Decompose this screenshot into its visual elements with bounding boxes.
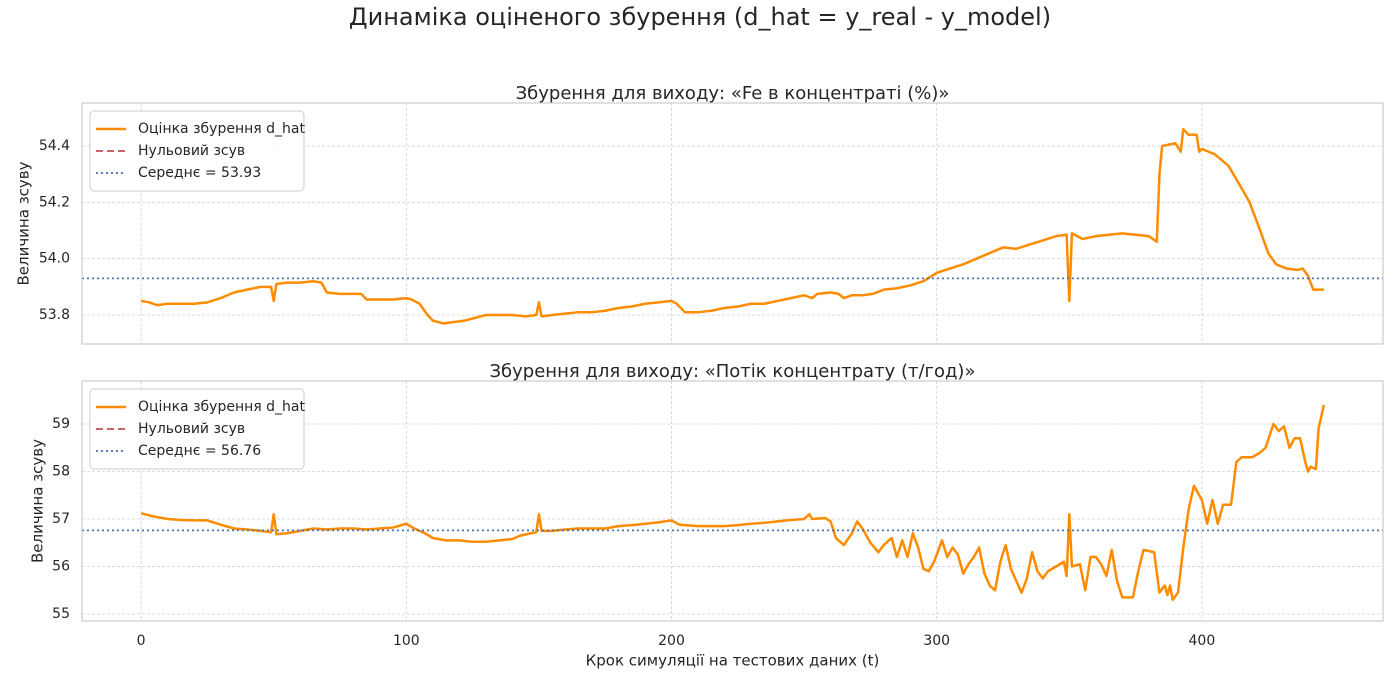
y-tick-label: 54.0 [39,251,70,267]
y-tick-label: 56 [52,559,70,575]
y-tick-label: 57 [52,511,70,527]
legend-box [89,388,305,470]
suptitle: Динаміка оціненого збурення (d_hat = y_r… [349,3,1051,31]
plot-area [82,404,1383,602]
x-axis-label: Крок симуляції на тестових даних (t) [586,652,880,670]
y-axis-label: Величина зсуву [15,161,33,285]
legend: Оцінка збурення d_hat Нульовий зсув Середн… [89,388,305,470]
plot-area [82,127,1383,325]
x-tick-label: 100 [393,633,420,649]
y-axis-label: Величина зсуву [29,439,47,563]
y-tick-label: 54.4 [39,138,70,154]
axes-frame [81,380,1384,622]
axes-title: Збурення для виходу: «Fe в концентраті (… [516,83,950,104]
x-tick-label: 200 [658,633,685,649]
legend-label: Оцінка збурення d_hat [138,399,305,415]
legend-label: Середнє = 56.76 [138,443,261,459]
y-tick-label: 58 [52,463,70,479]
legend-label: Оцінка збурення d_hat [138,121,305,137]
y-tick-label: 53.8 [39,307,70,323]
y-tick-label: 55 [52,606,70,622]
legend-label: Нульовий зсув [138,143,245,159]
x-tick-label: 0 [137,633,146,649]
axes-frame [81,102,1384,345]
axes: Збурення для виходу: «Fe в концентраті (… [15,83,1384,345]
axes-title: Збурення для виходу: «Потік концентрату … [490,361,976,382]
legend-label: Середнє = 53.93 [138,165,261,181]
x-tick-label: 300 [923,633,950,649]
legend: Оцінка збурення d_hat Нульовий зсув Середн… [89,110,305,192]
legend-label: Нульовий зсув [138,421,245,437]
axes: Збурення для виходу: «Потік концентрату … [29,361,1384,670]
data-line [140,404,1326,602]
y-tick-label: 59 [52,416,70,432]
data-line [140,127,1324,325]
legend-box [89,110,305,192]
x-tick-label: 400 [1189,633,1216,649]
y-tick-label: 54.2 [39,194,70,210]
